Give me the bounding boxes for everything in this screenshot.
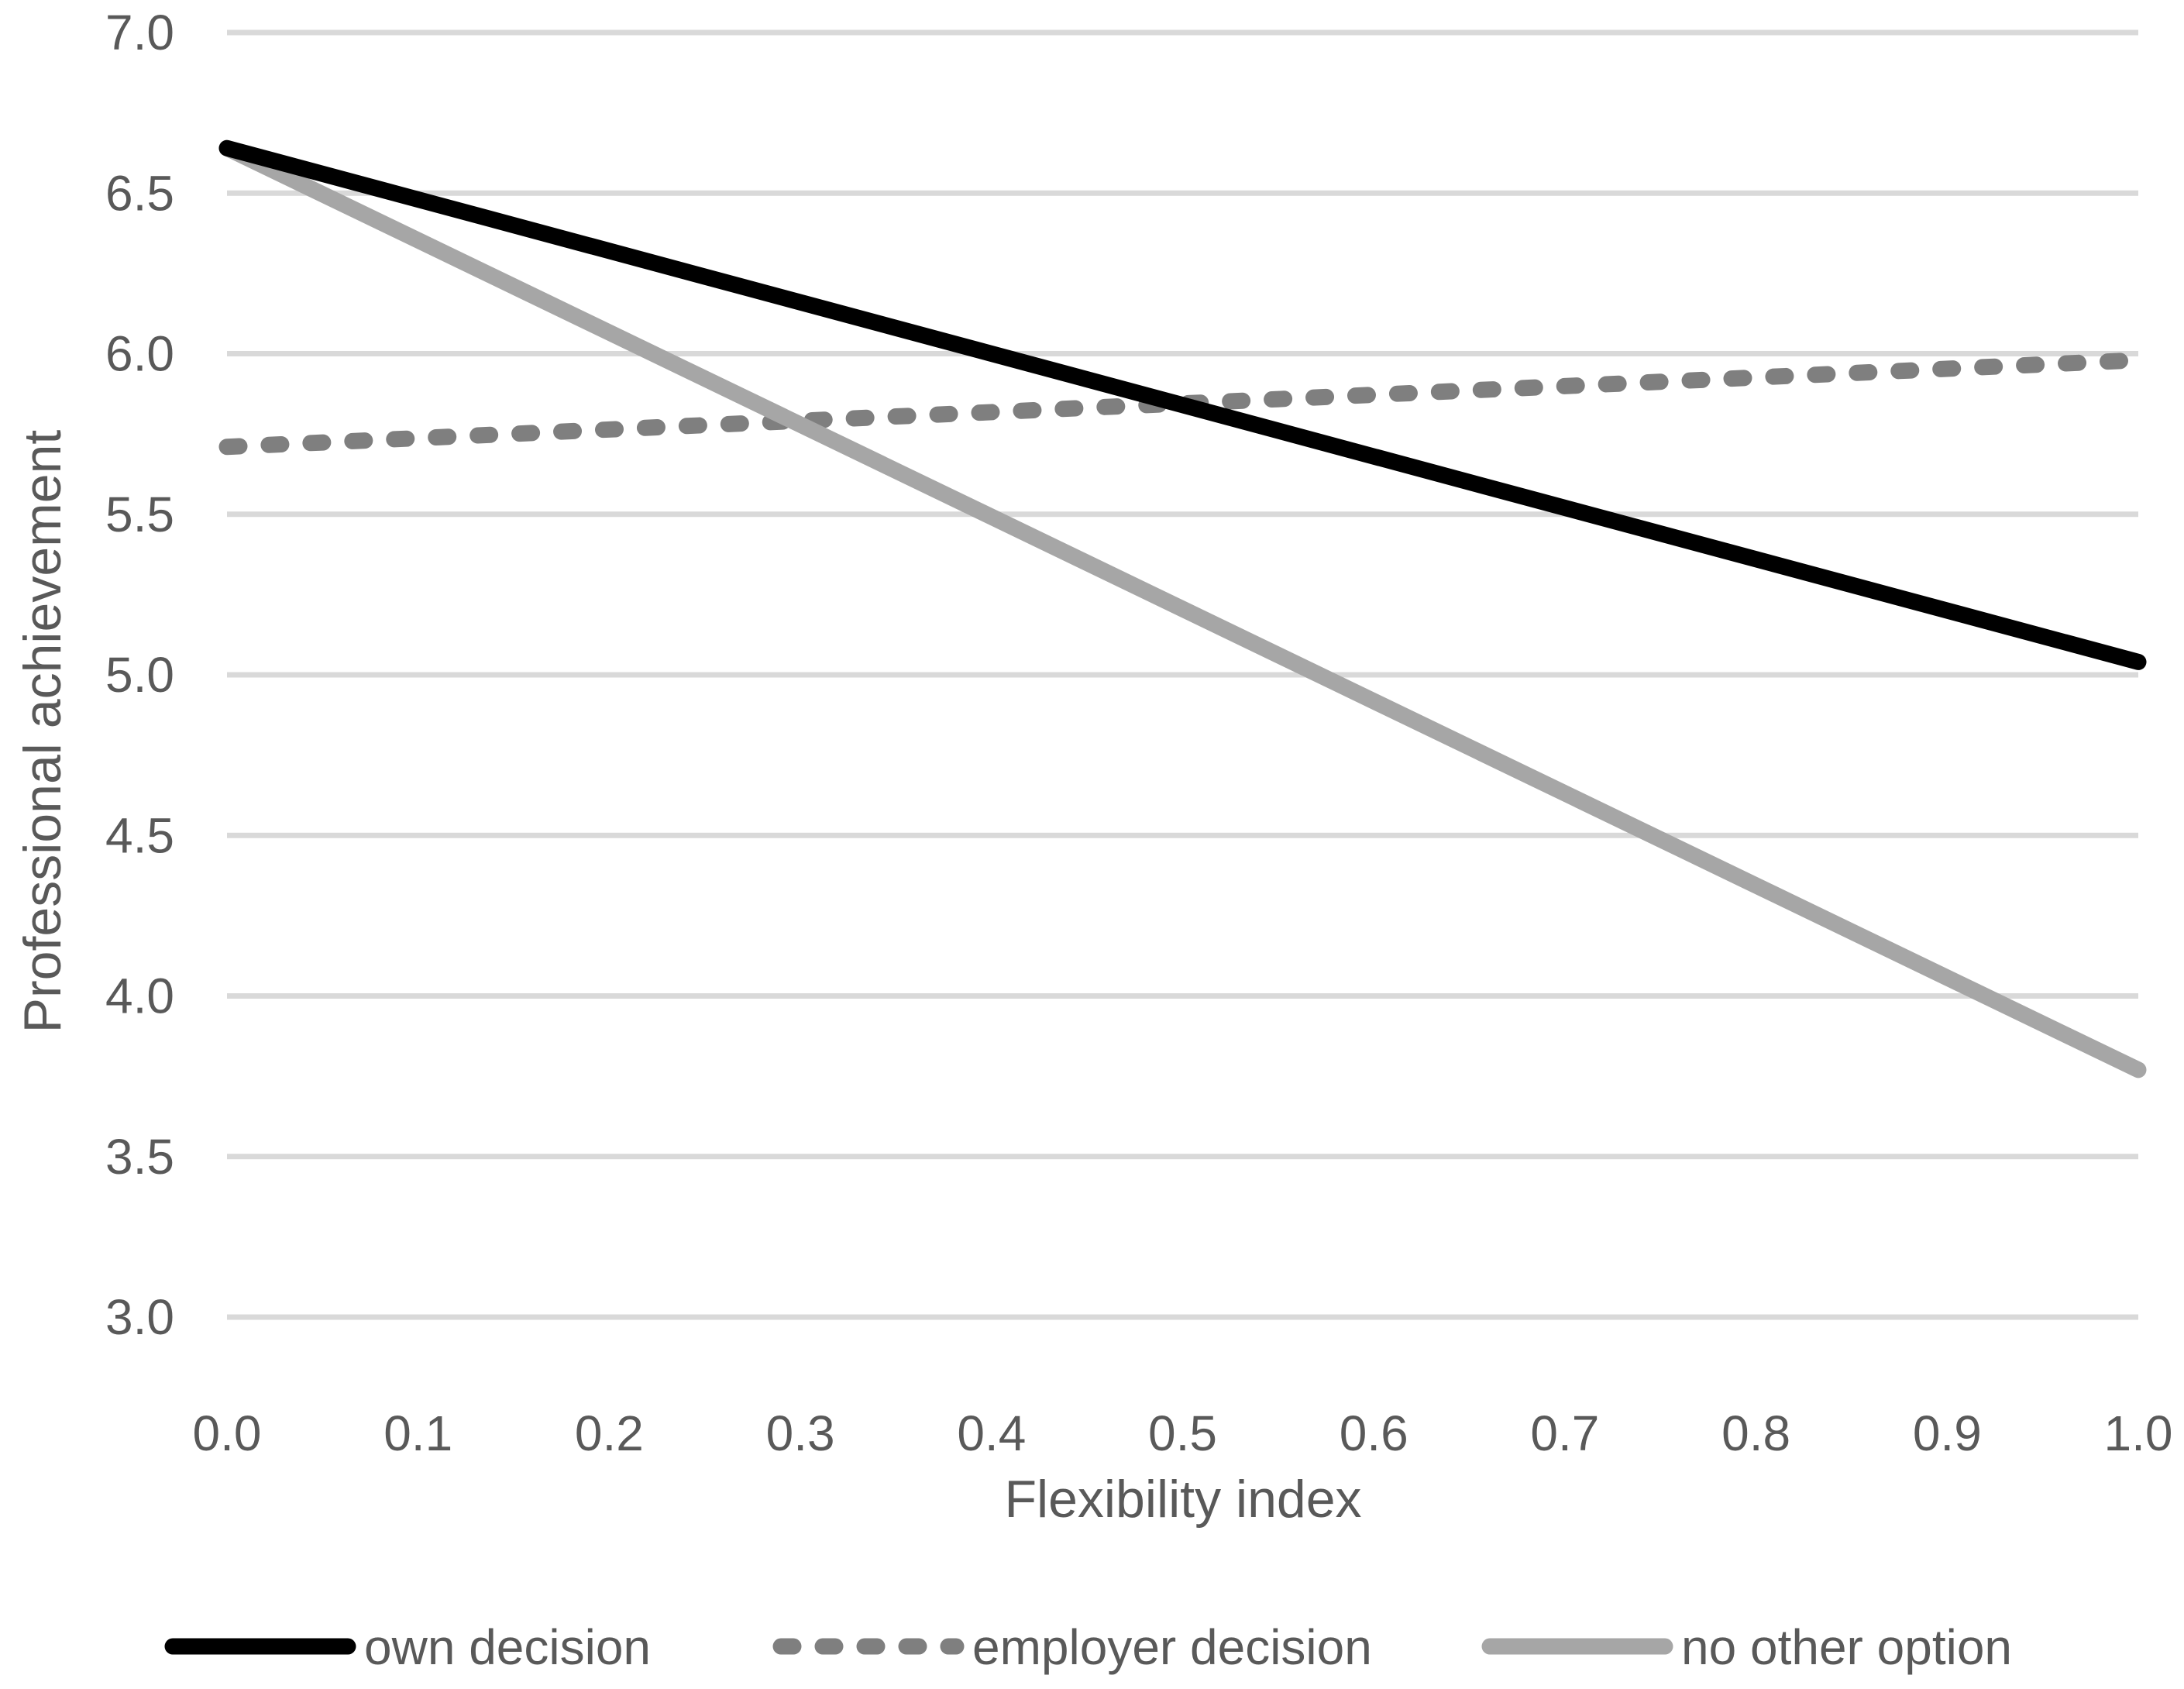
x-tick-label-0.7: 0.7 [1530, 1405, 1599, 1461]
y-tick-label-7.0: 7.0 [105, 5, 174, 60]
y-tick-label-3.5: 3.5 [105, 1129, 174, 1185]
y-tick-label-4.5: 4.5 [105, 807, 174, 863]
x-axis-title: Flexibility index [1004, 1470, 1361, 1529]
series-lines-group [218, 139, 2147, 1078]
y-axis-tick-labels: 3.0 3.5 4.0 4.5 5.0 5.5 6.0 6.5 7.0 [105, 5, 174, 1345]
y-tick-label-4.0: 4.0 [105, 968, 174, 1024]
legend-item-no-other-option: no other option [1481, 1619, 2012, 1675]
x-tick-label-0.8: 0.8 [1721, 1405, 1790, 1461]
chart-legend: own decision employer decision no other op… [164, 1619, 2012, 1675]
legend-item-employer-decision: employer decision [772, 1619, 1372, 1675]
legend-label: no other option [1681, 1619, 2012, 1675]
y-tick-label-5.5: 5.5 [105, 487, 174, 542]
legend-item-own-decision: own decision [164, 1619, 651, 1675]
x-tick-label-0.4: 0.4 [957, 1405, 1026, 1461]
x-tick-label-0.9: 0.9 [1913, 1405, 1982, 1461]
y-axis-title: Professional achievement [13, 430, 72, 1034]
x-tick-label-0.5: 0.5 [1148, 1405, 1217, 1461]
y-tick-label-3.0: 3.0 [105, 1289, 174, 1345]
gridlines-group [227, 29, 2138, 1320]
x-tick-label-0.6: 0.6 [1340, 1405, 1408, 1461]
x-tick-label-0.1: 0.1 [383, 1405, 452, 1461]
x-tick-label-0.3: 0.3 [766, 1405, 835, 1461]
x-tick-label-0.0: 0.0 [193, 1405, 262, 1461]
x-axis-tick-labels: 0.0 0.1 0.2 0.3 0.4 0.5 0.6 0.7 0.8 0.9 1.0 [193, 1405, 2173, 1461]
x-tick-label-0.2: 0.2 [575, 1405, 644, 1461]
x-tick-label-1.0: 1.0 [2104, 1405, 2173, 1461]
y-tick-label-6.0: 6.0 [105, 326, 174, 382]
y-tick-label-5.0: 5.0 [105, 647, 174, 703]
legend-label: employer decision [972, 1619, 1372, 1675]
series-line-own-decision [218, 139, 2147, 670]
legend-label: own decision [364, 1619, 651, 1675]
series-line-no-other-option [218, 139, 2147, 1078]
y-tick-label-6.5: 6.5 [105, 165, 174, 221]
